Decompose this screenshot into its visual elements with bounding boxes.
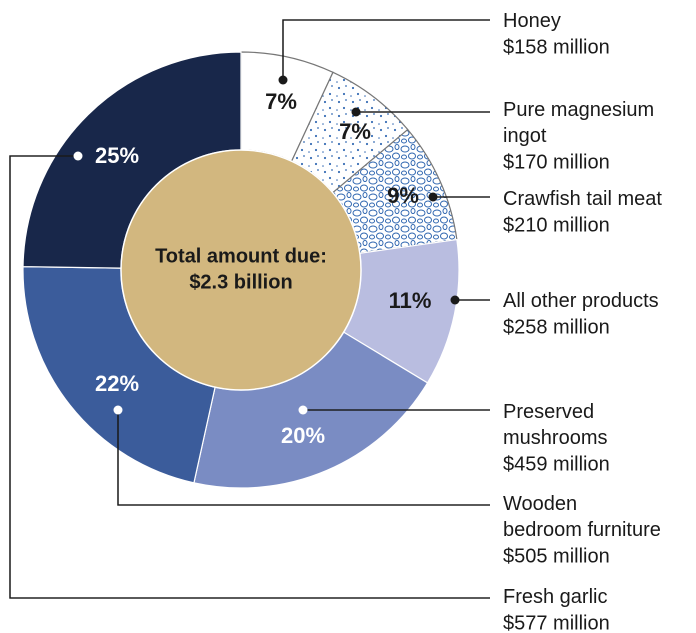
center-label: Total amount due: — [155, 245, 327, 267]
leader-line-outside — [282, 19, 490, 80]
category-label: Preserved mushrooms — [503, 401, 607, 449]
percent-label: 9% — [387, 183, 419, 208]
category-label-line: Fresh garlic — [503, 586, 607, 608]
amount-label: $459 million — [503, 453, 610, 475]
leader-dot — [73, 151, 83, 161]
category-label-line: Honey — [503, 10, 561, 32]
leader-dot — [428, 192, 438, 202]
leader-dot — [450, 295, 460, 305]
percent-label: 25% — [95, 143, 139, 168]
leader-line-outside — [117, 410, 490, 506]
center-circle — [120, 149, 362, 391]
amount-label: $577 million — [503, 612, 610, 633]
amount-label: $210 million — [503, 214, 610, 236]
percent-label: 11% — [389, 288, 432, 313]
category-label: Pure magnesium ingot — [503, 99, 660, 147]
category-label: Fresh garlic — [503, 586, 607, 608]
category-label-line: mushrooms — [503, 427, 607, 449]
category-label-line: bedroom furniture — [503, 519, 661, 541]
category-label-line: Pure magnesium — [503, 99, 660, 121]
category-label: Honey — [503, 10, 561, 32]
amount-label: $258 million — [503, 316, 610, 338]
percent-label: 20% — [281, 423, 325, 448]
category-label-line: Wooden — [503, 493, 583, 515]
leader-dot — [298, 405, 308, 415]
amount-label: $505 million — [503, 545, 610, 567]
category-label-line: Crawfish tail meat — [503, 188, 662, 210]
leader-line-outside — [9, 155, 490, 599]
category-label-line: Preserved — [503, 401, 600, 423]
category-label: Wooden bedroom furniture — [503, 493, 661, 541]
center-label: $2.3 billion — [189, 271, 292, 293]
leader-dot — [113, 405, 123, 415]
amount-label: $170 million — [503, 151, 610, 173]
leader-dot — [278, 75, 288, 85]
leader-dot — [351, 107, 361, 117]
amount-label: $158 million — [503, 36, 610, 58]
category-label-line: All other products — [503, 290, 659, 312]
percent-label: 7% — [265, 89, 297, 114]
category-label: Crawfish tail meat — [503, 188, 662, 210]
percent-label: 7% — [339, 119, 371, 144]
category-label-line: ingot — [503, 125, 547, 147]
percent-label: 22% — [95, 371, 139, 396]
category-label: All other products — [503, 290, 659, 312]
